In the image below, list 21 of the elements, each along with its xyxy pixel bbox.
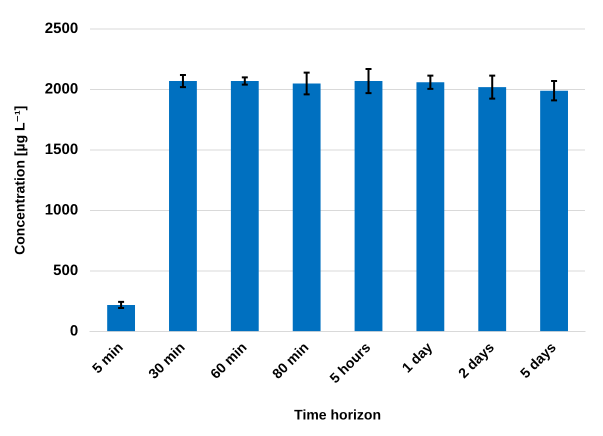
y-axis-title: Concentration [µg L⁻¹] <box>11 106 28 255</box>
y-tick-label: 1000 <box>44 202 78 219</box>
x-axis-title: Time horizon <box>294 406 382 422</box>
y-tick-label: 2500 <box>44 20 78 38</box>
y-tick-label: 0 <box>70 322 78 340</box>
x-tick-label: 1 day <box>398 338 436 376</box>
bar <box>107 304 136 332</box>
x-tick-label: 80 min <box>268 339 312 382</box>
bar <box>292 83 321 332</box>
x-tick-label: 30 min <box>145 339 188 382</box>
x-tick-label: 60 min <box>206 339 250 382</box>
y-tick-label: 500 <box>53 262 78 280</box>
bar <box>540 90 568 332</box>
y-tick-label: 1500 <box>44 141 78 158</box>
y-tick-label: 2000 <box>44 80 78 98</box>
x-tick-label: 5 min <box>88 339 126 376</box>
bar <box>169 81 197 332</box>
bar <box>478 87 506 332</box>
bar <box>230 81 259 332</box>
bar <box>354 81 382 332</box>
bar <box>416 82 444 332</box>
